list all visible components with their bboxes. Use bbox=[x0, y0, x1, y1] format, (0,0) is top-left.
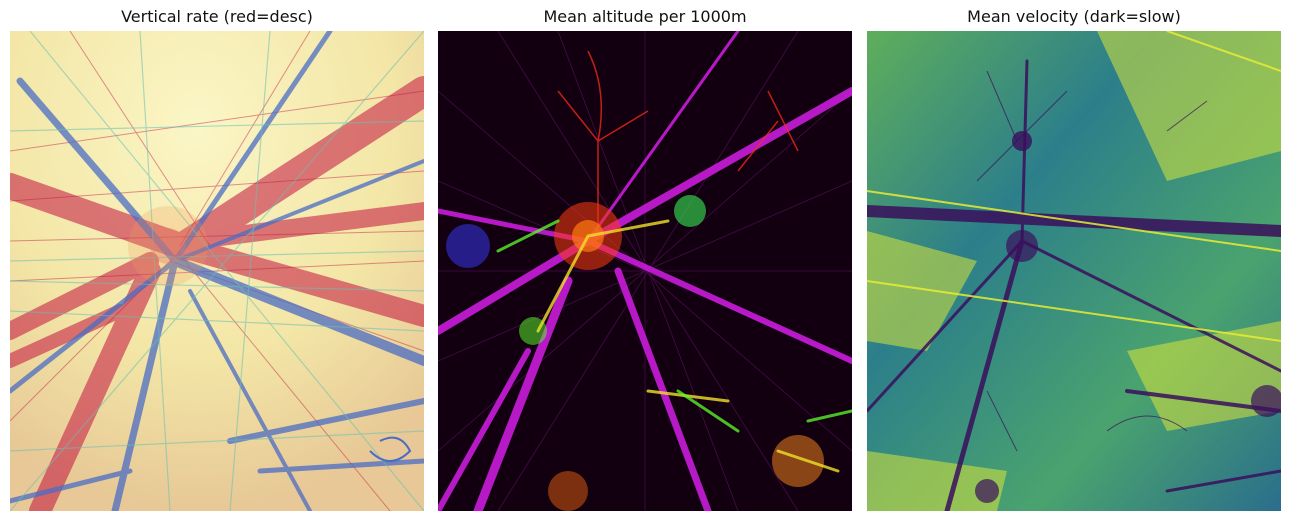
mean-altitude-panel: Mean altitude per 1000m bbox=[438, 0, 852, 521]
mean-velocity-image bbox=[867, 31, 1281, 511]
vertical-rate-image bbox=[10, 31, 424, 511]
mean-velocity-panel: Mean velocity (dark=slow) bbox=[867, 0, 1281, 521]
mean-velocity-title: Mean velocity (dark=slow) bbox=[967, 7, 1181, 26]
mean-altitude-image bbox=[438, 31, 852, 511]
vertical-rate-title: Vertical rate (red=desc) bbox=[121, 7, 313, 26]
vertical-rate-panel: Vertical rate (red=desc) bbox=[10, 0, 424, 521]
mean-altitude-title: Mean altitude per 1000m bbox=[543, 7, 747, 26]
